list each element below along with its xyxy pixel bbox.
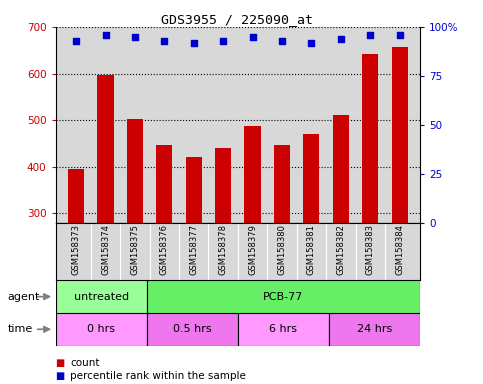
Text: GSM158383: GSM158383 (366, 224, 375, 275)
Bar (303, 134, 319, 223)
Bar (147, 313, 238, 346)
Bar (329, 313, 420, 346)
Text: GSM158381: GSM158381 (307, 224, 316, 275)
Point (190, 40, 198, 46)
Point (278, 38, 286, 44)
Text: 6 hrs: 6 hrs (270, 324, 298, 334)
Bar (98, 75, 114, 223)
Bar (244, 126, 261, 223)
Bar (147, 280, 420, 313)
Bar (274, 145, 290, 223)
Text: GSM158374: GSM158374 (101, 224, 110, 275)
Bar (238, 313, 329, 346)
Text: agent: agent (7, 291, 40, 302)
Text: GSM158379: GSM158379 (248, 224, 257, 275)
Text: ■: ■ (56, 371, 65, 381)
Text: 0.5 hrs: 0.5 hrs (173, 324, 212, 334)
Bar (68, 169, 84, 223)
Bar (215, 147, 231, 223)
Point (308, 40, 315, 46)
Text: GSM158378: GSM158378 (219, 224, 227, 275)
Text: GSM158384: GSM158384 (395, 224, 404, 275)
Text: PCB-77: PCB-77 (263, 291, 304, 302)
Text: time: time (7, 324, 32, 334)
Point (366, 31, 374, 38)
Point (131, 33, 139, 40)
Point (219, 38, 227, 44)
Bar (56, 313, 147, 346)
Bar (392, 47, 408, 223)
Text: GSM158377: GSM158377 (189, 224, 198, 275)
Bar (156, 145, 172, 223)
Text: GSM158376: GSM158376 (160, 224, 169, 275)
Bar (333, 114, 349, 223)
Text: GSM158375: GSM158375 (130, 224, 140, 275)
Text: GSM158373: GSM158373 (71, 224, 81, 275)
Point (337, 36, 345, 42)
Point (72, 38, 80, 44)
Text: untreated: untreated (73, 291, 128, 302)
Bar (127, 119, 143, 223)
Bar (362, 55, 378, 223)
Text: percentile rank within the sample: percentile rank within the sample (70, 371, 246, 381)
Text: 0 hrs: 0 hrs (87, 324, 115, 334)
Point (160, 38, 168, 44)
Text: GSM158382: GSM158382 (336, 224, 345, 275)
Text: count: count (70, 358, 99, 368)
Text: 24 hrs: 24 hrs (357, 324, 392, 334)
Bar (56, 280, 147, 313)
Bar (185, 157, 202, 223)
Text: GSM158380: GSM158380 (278, 224, 286, 275)
Text: GDS3955 / 225090_at: GDS3955 / 225090_at (161, 13, 313, 26)
Point (249, 33, 256, 40)
Point (396, 31, 403, 38)
Point (102, 31, 110, 38)
Text: ■: ■ (56, 358, 65, 368)
